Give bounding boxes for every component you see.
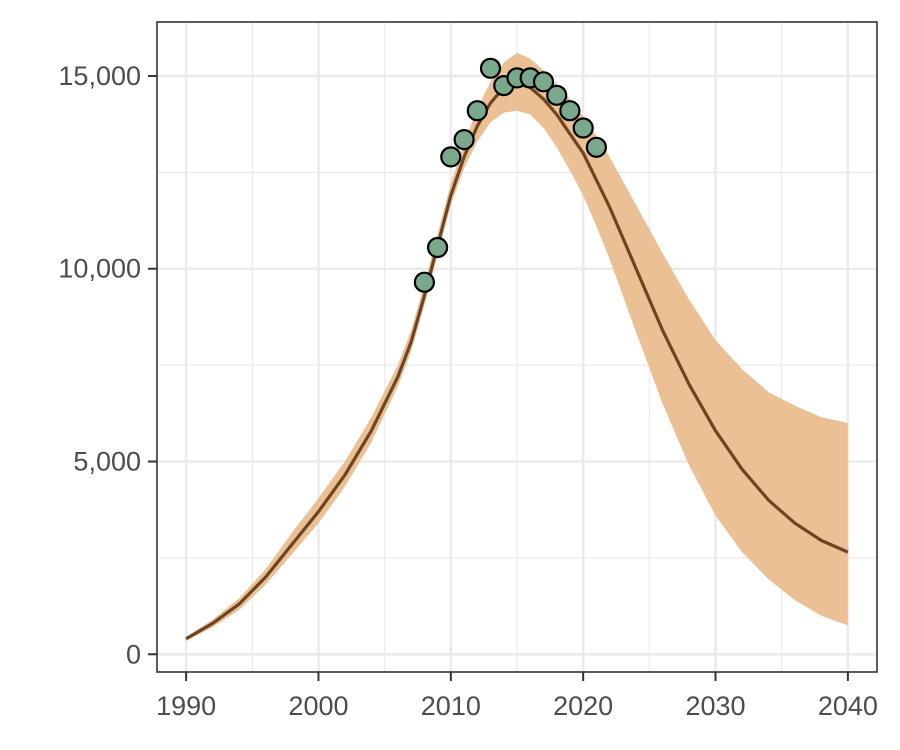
y-tick-label: 5,000 — [73, 447, 141, 477]
panel-border — [156, 21, 878, 673]
y-tick-label: 10,000 — [58, 254, 141, 284]
data-point — [427, 236, 449, 259]
x-tick-label: 1990 — [156, 691, 216, 721]
y-axis: 0 5,000 10,000 15,000 — [58, 61, 157, 669]
data-point — [546, 84, 568, 106]
data-point — [572, 117, 594, 139]
confidence-band-layer — [186, 52, 848, 641]
data-point — [413, 271, 435, 293]
y-tick-label: 15,000 — [58, 61, 141, 91]
data-point — [585, 136, 608, 158]
x-tick-label: 2010 — [421, 691, 481, 721]
x-tick-label: 2030 — [685, 691, 745, 721]
x-tick-label: 2020 — [553, 691, 613, 721]
data-point — [479, 57, 502, 79]
x-axis: 1990 2000 2010 2020 2030 2040 — [156, 672, 878, 721]
x-tick-label: 2000 — [288, 691, 348, 721]
point-layer — [413, 57, 608, 293]
confidence-band — [186, 52, 848, 641]
x-tick-label: 2040 — [818, 691, 878, 721]
data-point — [532, 71, 555, 93]
y-tick-label: 0 — [126, 639, 141, 669]
grid-major — [157, 22, 877, 672]
data-point — [559, 100, 581, 122]
data-point — [466, 100, 488, 122]
data-point — [453, 129, 475, 151]
data-point — [440, 146, 462, 168]
